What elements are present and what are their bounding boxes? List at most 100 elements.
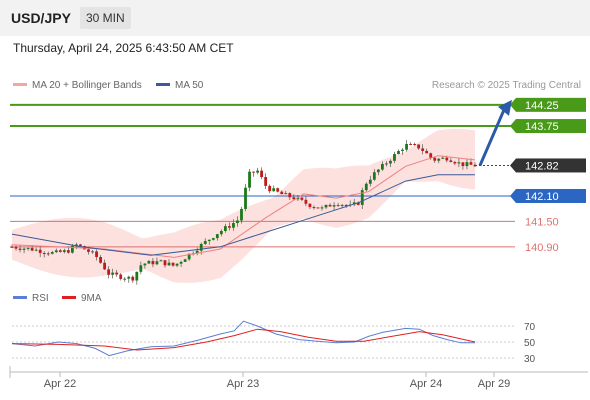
bollinger-band xyxy=(12,128,475,283)
candle-body xyxy=(473,164,477,167)
candle-body xyxy=(401,149,404,151)
candle-body xyxy=(276,188,280,192)
candle-body xyxy=(340,204,344,206)
rsi-tick-label: 50 xyxy=(524,338,536,349)
level-tag-resistance xyxy=(516,97,586,112)
forecast-arrow-shaft xyxy=(478,109,506,167)
candle-body xyxy=(360,190,364,205)
candle-body xyxy=(103,262,106,270)
candle-body xyxy=(256,170,259,173)
candle-body xyxy=(115,272,119,275)
candle-body xyxy=(38,249,42,254)
candle-body xyxy=(332,205,336,207)
candle-body xyxy=(457,162,461,164)
ma20-line xyxy=(11,155,476,258)
candle-body xyxy=(215,234,219,239)
legend-ma50: MA 50 xyxy=(156,80,203,91)
candle-body xyxy=(18,248,22,250)
candle-body xyxy=(284,193,288,195)
candle-body xyxy=(328,204,332,207)
candle-body xyxy=(417,144,421,149)
candle-body xyxy=(324,204,328,208)
level-tag-resistance xyxy=(516,119,586,134)
ma20-swatch xyxy=(13,82,27,86)
level-label-resistance: 143.75 xyxy=(525,121,559,133)
candle-body xyxy=(199,243,203,251)
level-label-last: 142.82 xyxy=(525,160,559,172)
candle-body xyxy=(111,272,115,275)
candle-body xyxy=(445,157,449,161)
candle-body xyxy=(268,185,272,192)
candle-body xyxy=(429,153,433,158)
candle-body xyxy=(425,150,429,154)
rsi-ma-line xyxy=(11,328,476,351)
candle-body xyxy=(393,154,396,161)
level-tag-pointer xyxy=(510,97,516,112)
candle-body xyxy=(26,247,30,249)
candle-body xyxy=(163,260,167,266)
candle-body xyxy=(50,252,54,254)
candle-body xyxy=(397,150,400,155)
ma20-legend-label: MA 20 + Bollinger Bands xyxy=(32,80,142,91)
candle-body xyxy=(171,262,175,266)
candle-body xyxy=(413,144,417,146)
candle-body xyxy=(336,205,340,207)
rsi-tick-label: 30 xyxy=(524,354,536,365)
ma50-line xyxy=(11,174,475,256)
candle-body xyxy=(135,271,139,281)
candle-body xyxy=(75,244,78,246)
candle-body xyxy=(127,276,131,279)
candle-body xyxy=(288,193,292,198)
candle-body xyxy=(304,199,308,204)
candle-body xyxy=(143,263,147,266)
candle-body xyxy=(10,246,14,248)
candle-body xyxy=(151,260,155,265)
timeframe-badge[interactable]: 30 MIN xyxy=(80,7,131,29)
time-axis-label: Apr 22 xyxy=(44,378,76,390)
candle-body xyxy=(70,245,74,253)
candle-body xyxy=(187,253,191,260)
candle-body xyxy=(453,162,457,164)
level-label-resistance: 144.25 xyxy=(525,100,559,112)
candle-body xyxy=(252,171,255,173)
candle-body xyxy=(320,207,324,209)
candle-body xyxy=(211,238,215,240)
candle-body xyxy=(195,250,199,254)
candle-body xyxy=(79,244,82,247)
level-tag-pivot xyxy=(516,188,586,203)
level-label-support: 140.90 xyxy=(525,242,559,254)
candle-body xyxy=(87,249,90,252)
candle-body xyxy=(244,187,247,209)
candle-body xyxy=(441,157,445,159)
candle-body xyxy=(131,276,135,281)
chart-header: USD/JPY 30 MIN xyxy=(0,0,590,36)
ma50-swatch xyxy=(156,82,170,86)
candle-body xyxy=(356,202,360,205)
level-tag-last xyxy=(516,158,586,173)
level-label-support: 141.50 xyxy=(525,216,559,228)
candle-body xyxy=(223,226,227,231)
candle-body xyxy=(30,247,34,251)
candle-body xyxy=(95,251,98,258)
candle-body xyxy=(437,158,441,161)
candle-body xyxy=(381,163,384,170)
candle-body xyxy=(179,261,183,264)
candle-body xyxy=(155,261,159,265)
candle-body xyxy=(58,250,62,252)
candle-body xyxy=(147,260,151,264)
candle-body xyxy=(99,257,102,263)
candle-body xyxy=(385,163,388,165)
ma50-legend-label: MA 50 xyxy=(175,80,204,91)
candle-body xyxy=(22,248,26,250)
candle-body xyxy=(272,188,276,192)
symbol-label: USD/JPY xyxy=(11,10,71,26)
candle-body xyxy=(465,162,469,167)
candle-body xyxy=(139,265,143,272)
candle-body xyxy=(368,179,372,184)
rsi-line xyxy=(11,320,475,357)
candle-body xyxy=(389,160,392,164)
candle-body xyxy=(308,203,312,208)
candle-body xyxy=(219,230,223,235)
candle-body xyxy=(300,197,304,200)
candle-body xyxy=(62,250,66,252)
